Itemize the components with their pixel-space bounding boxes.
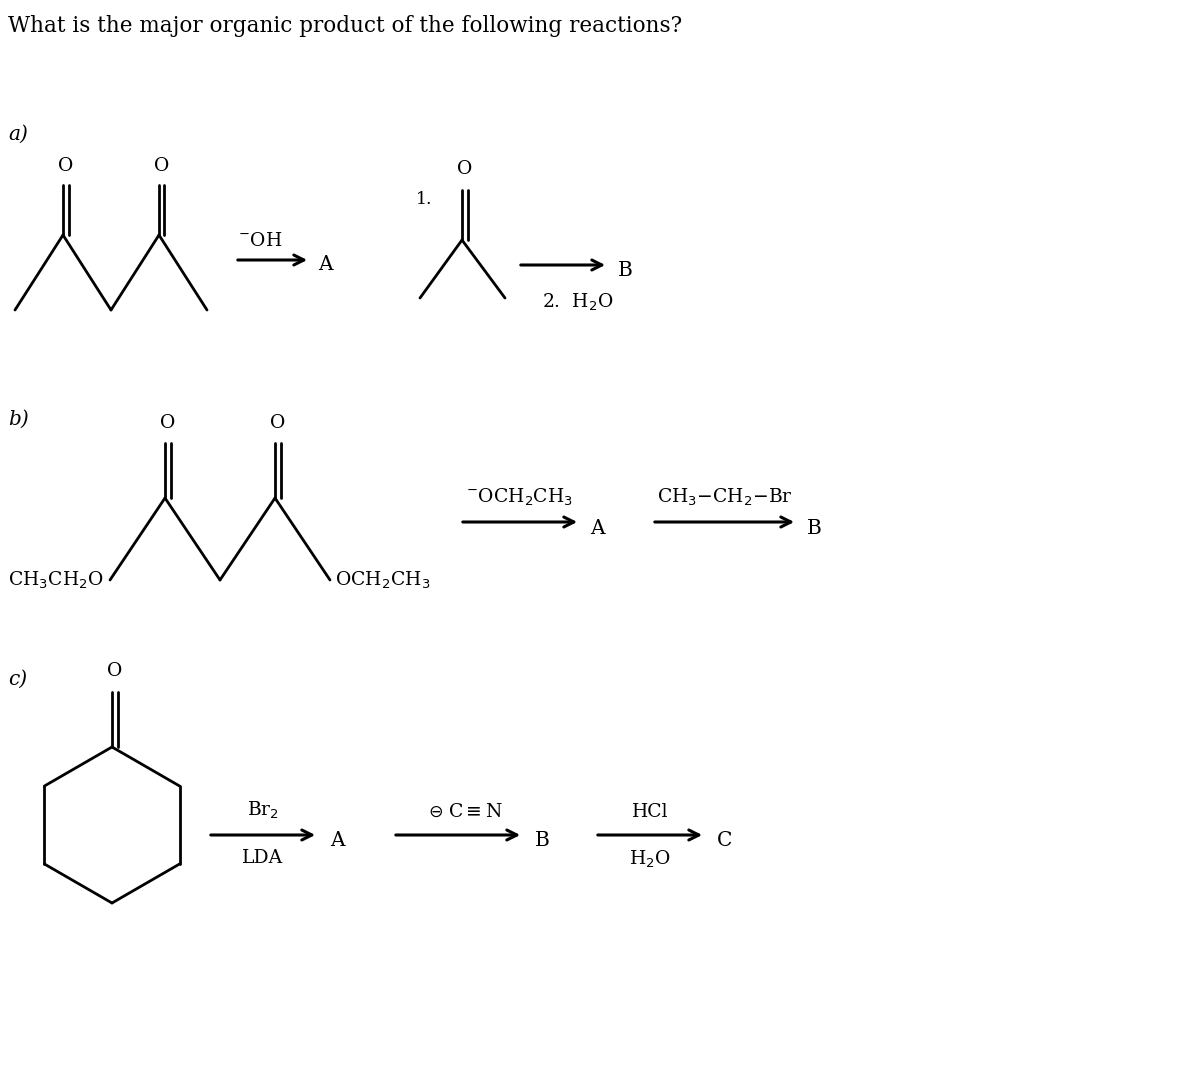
Text: Br$_2$: Br$_2$ (247, 799, 280, 821)
Text: B: B (535, 831, 550, 851)
Text: a): a) (8, 125, 28, 144)
Text: O: O (58, 157, 73, 175)
Text: A: A (590, 519, 605, 537)
Text: O: O (270, 414, 286, 432)
Text: O: O (107, 662, 122, 681)
Text: C: C (718, 831, 732, 851)
Text: $^{-}$OH: $^{-}$OH (238, 232, 282, 250)
Text: H$_2$O: H$_2$O (629, 849, 671, 870)
Text: $^{-}$OCH$_2$CH$_3$: $^{-}$OCH$_2$CH$_3$ (467, 487, 574, 508)
Text: HCl: HCl (631, 802, 668, 821)
Text: B: B (808, 519, 822, 537)
Text: What is the major organic product of the following reactions?: What is the major organic product of the… (8, 15, 682, 37)
Text: $\ominus$: $\ominus$ (428, 804, 443, 821)
Text: C$\equiv$N: C$\equiv$N (448, 802, 503, 821)
Text: O: O (154, 157, 169, 175)
Text: 2.  H$_2$O: 2. H$_2$O (542, 292, 613, 314)
Text: B: B (618, 260, 632, 279)
Text: O: O (457, 160, 472, 178)
Text: b): b) (8, 410, 29, 429)
Text: c): c) (8, 670, 28, 689)
Text: OCH$_2$CH$_3$: OCH$_2$CH$_3$ (335, 569, 431, 591)
Text: A: A (318, 256, 332, 275)
Text: LDA: LDA (242, 849, 283, 867)
Text: CH$_3$CH$_2$O: CH$_3$CH$_2$O (8, 569, 104, 591)
Text: 1.: 1. (416, 192, 432, 208)
Text: CH$_3$$-$CH$_2$$-$Br: CH$_3$$-$CH$_2$$-$Br (656, 487, 792, 508)
Text: A: A (330, 831, 344, 851)
Text: O: O (160, 414, 175, 432)
